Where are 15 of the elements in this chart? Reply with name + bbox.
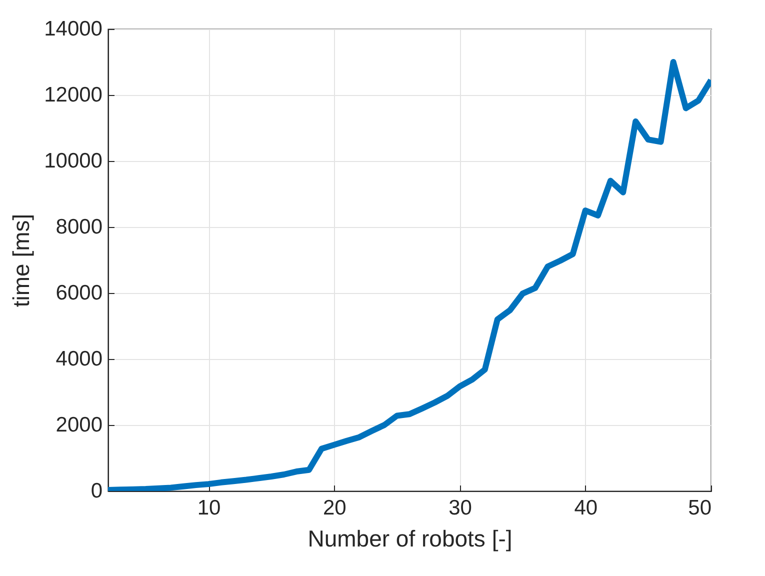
x-tick-label: 20: [322, 496, 346, 520]
y-tick-label: 10000: [44, 150, 102, 172]
y-tick-label: 8000: [56, 216, 102, 238]
y-tick-label: 4000: [56, 348, 102, 370]
x-tick-label: 40: [574, 496, 598, 520]
y-tick-label: 14000: [44, 18, 102, 40]
y-tick-label: 6000: [56, 282, 102, 304]
y-tick-label: 12000: [44, 84, 102, 106]
x-tick-label: 50: [688, 496, 712, 520]
x-tick-label: 10: [197, 496, 221, 520]
x-axis-title: Number of robots [-]: [308, 526, 512, 552]
y-tick-label: 2000: [56, 414, 102, 436]
y-tick-label: 0: [90, 480, 102, 502]
y-axis-title: time [ms]: [8, 214, 34, 308]
x-tick-label: 30: [448, 496, 472, 520]
